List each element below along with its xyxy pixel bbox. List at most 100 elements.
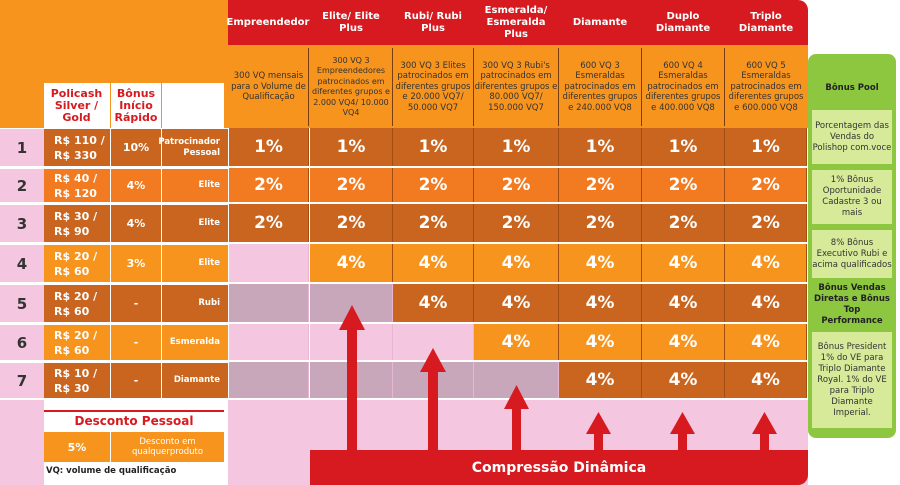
- arrow-rubi: [420, 348, 446, 450]
- policash-value: R$ 20 / R$ 60: [44, 244, 110, 282]
- bonus-oportunidade: 1% Bônus Oportunidade Cadastre 3 ou mais: [812, 170, 892, 224]
- percent-cell: 4%: [393, 284, 474, 322]
- rank-header-band: [228, 0, 808, 45]
- col-header-duplo-diamante: Duplo Diamante: [655, 11, 711, 34]
- req-diamante: 600 VQ 3 Esmeraldas patrocinados em dife…: [559, 48, 642, 126]
- req-rubi: 300 VQ 3 Elites patrocinados em diferent…: [393, 48, 474, 126]
- percent-cell: [229, 244, 309, 282]
- bonus-pool-text: Porcentagem das Vendas do Polishop com.v…: [812, 110, 892, 164]
- percent-cell: 2%: [474, 204, 559, 242]
- percent-cell: 2%: [393, 204, 474, 242]
- rank-label: Elite: [162, 168, 228, 202]
- percent-cell: 4%: [725, 362, 807, 398]
- policash-value: R$ 20 / R$ 60: [44, 284, 110, 322]
- level-number: 4: [0, 244, 44, 282]
- percent-cell: 4%: [725, 244, 807, 282]
- arrow-esmeralda: [504, 385, 529, 450]
- percent-cell: 2%: [229, 204, 309, 242]
- percent-cell: 4%: [559, 284, 642, 322]
- policash-value: R$ 40 / R$ 120: [44, 168, 110, 202]
- percent-cell: 4%: [725, 324, 807, 360]
- level-number: 3: [0, 204, 44, 242]
- percent-cell: 1%: [310, 128, 393, 166]
- percent-cell: 4%: [559, 362, 642, 398]
- percent-cell: 2%: [642, 168, 725, 202]
- percent-cell: [310, 284, 393, 322]
- percent-cell: 2%: [310, 204, 393, 242]
- rank-label: Elite: [162, 244, 228, 282]
- req-duplo-diamante: 600 VQ 4 Esmeraldas patrocinados em dife…: [642, 48, 725, 126]
- bonus-inicio-value: 10%: [110, 128, 162, 166]
- req-triplo-diamante: 600 VQ 5 Esmeraldas patrocinados em dife…: [728, 60, 804, 113]
- percent-cell: 1%: [393, 128, 474, 166]
- percent-cell: 1%: [474, 128, 559, 166]
- rank-label: Patrocinador Pessoal: [158, 128, 228, 166]
- col-header-elite: Elite/ Elite Plus: [322, 11, 380, 34]
- rank-label: Elite: [162, 204, 228, 242]
- percent-cell: 4%: [310, 244, 393, 282]
- percent-cell: 2%: [642, 204, 725, 242]
- arrow-diamante: [586, 412, 611, 450]
- percent-cell: 1%: [725, 128, 807, 166]
- policash-value: R$ 30 / R$ 90: [44, 204, 110, 242]
- col-header-esmeralda: Esmeralda/ Esmeralda Plus: [484, 5, 548, 40]
- percent-cell: 1%: [559, 128, 642, 166]
- bonus-inicio-value: -: [110, 284, 162, 322]
- percent-cell: 1%: [642, 128, 725, 166]
- col-header-rubi: Rubi/ Rubi Plus: [404, 11, 462, 34]
- bonus-pool-title: Bônus Pool: [825, 82, 879, 93]
- percent-cell: 2%: [310, 168, 393, 202]
- left-header-box: [44, 83, 224, 128]
- percent-cell: 4%: [559, 244, 642, 282]
- level-number: 5: [0, 284, 44, 322]
- percent-cell: 2%: [725, 168, 807, 202]
- compressao-dinamica-bar: Compressão Dinâmica: [310, 450, 808, 485]
- percent-cell: [229, 362, 309, 398]
- percent-cell: 4%: [474, 244, 559, 282]
- percent-cell: [229, 324, 309, 360]
- arrow-triplo-diamante: [752, 412, 777, 450]
- percent-cell: 2%: [393, 168, 474, 202]
- col-header-diamante: Diamante: [572, 17, 628, 28]
- bonus-inicio-value: -: [110, 324, 162, 360]
- req-empreendedor: 300 VQ mensais para o Volume de Qualific…: [229, 48, 309, 126]
- percent-cell: 2%: [559, 204, 642, 242]
- bonus-vendas-diretas: Bônus Vendas Diretas e Bônus Top Perform…: [814, 283, 890, 326]
- desconto-text: Desconto em qualquerproduto: [111, 432, 224, 462]
- bonus-inicio-value: 4%: [110, 168, 162, 202]
- header-policash: Policash Silver / Gold: [50, 86, 103, 124]
- rank-label: Esmeralda: [162, 324, 228, 360]
- policash-value: R$ 10 / R$ 30: [44, 362, 110, 398]
- bonus-inicio-value: 4%: [110, 204, 162, 242]
- percent-cell: 2%: [474, 168, 559, 202]
- col-header-triplo-diamante: Triplo Diamante: [738, 11, 794, 34]
- percent-cell: 4%: [642, 244, 725, 282]
- percent-cell: 4%: [474, 324, 559, 360]
- bottom-left-pink: [0, 400, 44, 485]
- percent-cell: 4%: [559, 324, 642, 360]
- rank-label: Diamante: [162, 362, 228, 398]
- desconto-value: 5%: [44, 432, 110, 462]
- percent-cell: 4%: [642, 284, 725, 322]
- percent-cell: 4%: [474, 284, 559, 322]
- col-header-empreendedor: Empreendedor: [226, 17, 310, 28]
- percent-cell: 2%: [229, 168, 309, 202]
- footnote-vq: VQ: volume de qualificação: [46, 466, 177, 476]
- bonus-inicio-value: -: [110, 362, 162, 398]
- percent-cell: 1%: [229, 128, 309, 166]
- bonus-executivo: 8% Bônus Executivo Rubi e acima qualific…: [812, 230, 892, 278]
- percent-cell: [229, 284, 309, 322]
- percent-cell: 4%: [725, 284, 807, 322]
- percent-cell: 4%: [642, 324, 725, 360]
- rank-label: Rubi: [162, 284, 228, 322]
- policash-value: R$ 110 / R$ 330: [44, 128, 110, 166]
- requirements-band: [228, 45, 808, 128]
- policash-value: R$ 20 / R$ 60: [44, 324, 110, 360]
- percent-cell: 4%: [393, 244, 474, 282]
- level-number: 2: [0, 168, 44, 202]
- level-number: 1: [0, 128, 44, 166]
- arrow-elite: [339, 305, 365, 450]
- desconto-title: Desconto Pessoal: [44, 410, 224, 430]
- bonus-president: Bônus President 1% do VE para Triplo Dia…: [812, 332, 892, 428]
